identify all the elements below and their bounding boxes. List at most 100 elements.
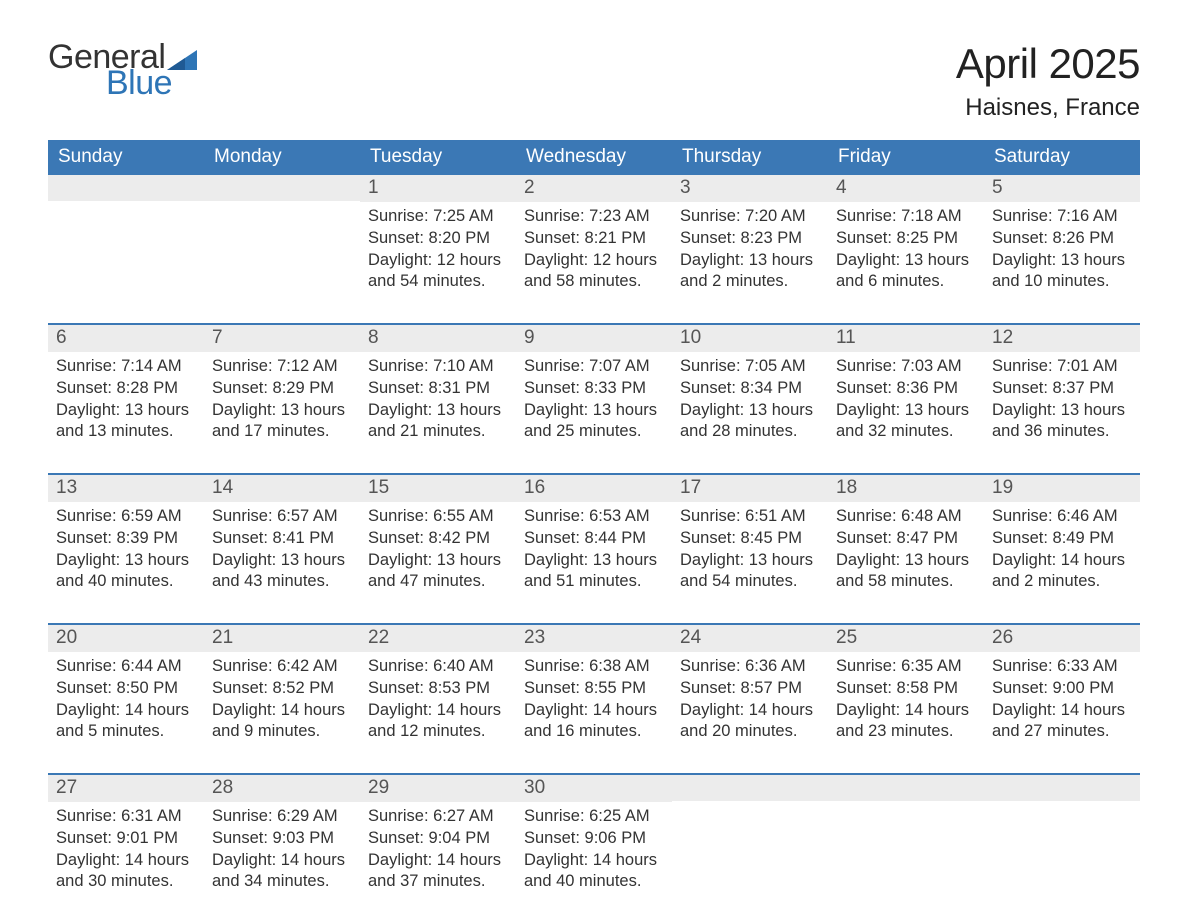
day-detail-line: and 13 minutes. bbox=[56, 421, 196, 443]
day-details: Sunrise: 6:44 AMSunset: 8:50 PMDaylight:… bbox=[48, 652, 204, 743]
day-detail-line: Daylight: 12 hours bbox=[524, 250, 664, 272]
day-detail-line: and 43 minutes. bbox=[212, 571, 352, 593]
day-detail-line: and 23 minutes. bbox=[836, 721, 976, 743]
day-cell: 13Sunrise: 6:59 AMSunset: 8:39 PMDayligh… bbox=[48, 475, 204, 613]
day-number: 17 bbox=[672, 475, 828, 502]
day-detail-line: Sunrise: 7:10 AM bbox=[368, 356, 508, 378]
day-cell: 18Sunrise: 6:48 AMSunset: 8:47 PMDayligh… bbox=[828, 475, 984, 613]
day-cell: 25Sunrise: 6:35 AMSunset: 8:58 PMDayligh… bbox=[828, 625, 984, 763]
day-detail-line: Sunrise: 6:48 AM bbox=[836, 506, 976, 528]
day-detail-line: Daylight: 13 hours bbox=[836, 550, 976, 572]
day-number: 21 bbox=[204, 625, 360, 652]
day-detail-line: Sunrise: 6:46 AM bbox=[992, 506, 1132, 528]
day-number bbox=[204, 175, 360, 201]
day-number: 29 bbox=[360, 775, 516, 802]
day-number: 22 bbox=[360, 625, 516, 652]
day-detail-line: Sunset: 8:26 PM bbox=[992, 228, 1132, 250]
day-cell: 16Sunrise: 6:53 AMSunset: 8:44 PMDayligh… bbox=[516, 475, 672, 613]
day-cell: 3Sunrise: 7:20 AMSunset: 8:23 PMDaylight… bbox=[672, 175, 828, 313]
day-number: 27 bbox=[48, 775, 204, 802]
day-detail-line: Daylight: 13 hours bbox=[212, 400, 352, 422]
day-detail-line: Sunset: 8:42 PM bbox=[368, 528, 508, 550]
location-label: Haisnes, France bbox=[956, 94, 1140, 122]
day-cell: 17Sunrise: 6:51 AMSunset: 8:45 PMDayligh… bbox=[672, 475, 828, 613]
day-detail-line: Sunrise: 7:12 AM bbox=[212, 356, 352, 378]
day-header: Monday bbox=[204, 140, 360, 175]
day-details: Sunrise: 6:40 AMSunset: 8:53 PMDaylight:… bbox=[360, 652, 516, 743]
day-detail-line: Daylight: 13 hours bbox=[524, 550, 664, 572]
day-detail-line: Sunset: 8:37 PM bbox=[992, 378, 1132, 400]
day-detail-line: Sunset: 9:01 PM bbox=[56, 828, 196, 850]
day-details: Sunrise: 6:31 AMSunset: 9:01 PMDaylight:… bbox=[48, 802, 204, 893]
day-number bbox=[984, 775, 1140, 801]
day-details: Sunrise: 6:57 AMSunset: 8:41 PMDaylight:… bbox=[204, 502, 360, 593]
day-detail-line: Daylight: 13 hours bbox=[836, 250, 976, 272]
day-cell: 5Sunrise: 7:16 AMSunset: 8:26 PMDaylight… bbox=[984, 175, 1140, 313]
day-number: 20 bbox=[48, 625, 204, 652]
day-number: 25 bbox=[828, 625, 984, 652]
day-details: Sunrise: 7:07 AMSunset: 8:33 PMDaylight:… bbox=[516, 352, 672, 443]
day-detail-line: Sunrise: 6:57 AM bbox=[212, 506, 352, 528]
day-detail-line: Sunrise: 6:53 AM bbox=[524, 506, 664, 528]
day-number: 15 bbox=[360, 475, 516, 502]
day-details: Sunrise: 6:51 AMSunset: 8:45 PMDaylight:… bbox=[672, 502, 828, 593]
day-detail-line: Daylight: 13 hours bbox=[368, 400, 508, 422]
day-detail-line: Daylight: 13 hours bbox=[524, 400, 664, 422]
day-header: Friday bbox=[828, 140, 984, 175]
day-detail-line: and 17 minutes. bbox=[212, 421, 352, 443]
week-row: 6Sunrise: 7:14 AMSunset: 8:28 PMDaylight… bbox=[48, 323, 1140, 463]
day-detail-line: Sunrise: 7:20 AM bbox=[680, 206, 820, 228]
day-detail-line: Sunset: 8:47 PM bbox=[836, 528, 976, 550]
day-details: Sunrise: 7:25 AMSunset: 8:20 PMDaylight:… bbox=[360, 202, 516, 293]
day-detail-line: Sunrise: 7:05 AM bbox=[680, 356, 820, 378]
day-header: Tuesday bbox=[360, 140, 516, 175]
day-cell: 21Sunrise: 6:42 AMSunset: 8:52 PMDayligh… bbox=[204, 625, 360, 763]
day-number: 1 bbox=[360, 175, 516, 202]
day-detail-line: Daylight: 13 hours bbox=[992, 250, 1132, 272]
day-detail-line: Sunrise: 6:51 AM bbox=[680, 506, 820, 528]
day-cell: 12Sunrise: 7:01 AMSunset: 8:37 PMDayligh… bbox=[984, 325, 1140, 463]
day-detail-line: Sunset: 8:49 PM bbox=[992, 528, 1132, 550]
day-cell: 20Sunrise: 6:44 AMSunset: 8:50 PMDayligh… bbox=[48, 625, 204, 763]
day-cell: 11Sunrise: 7:03 AMSunset: 8:36 PMDayligh… bbox=[828, 325, 984, 463]
day-header: Wednesday bbox=[516, 140, 672, 175]
day-details: Sunrise: 7:14 AMSunset: 8:28 PMDaylight:… bbox=[48, 352, 204, 443]
day-cell: 6Sunrise: 7:14 AMSunset: 8:28 PMDaylight… bbox=[48, 325, 204, 463]
day-detail-line: Sunset: 8:50 PM bbox=[56, 678, 196, 700]
day-number: 14 bbox=[204, 475, 360, 502]
day-detail-line: Sunset: 9:00 PM bbox=[992, 678, 1132, 700]
day-number: 7 bbox=[204, 325, 360, 352]
day-details: Sunrise: 6:55 AMSunset: 8:42 PMDaylight:… bbox=[360, 502, 516, 593]
header: General Blue April 2025 Haisnes, France bbox=[48, 40, 1140, 122]
day-cell: 22Sunrise: 6:40 AMSunset: 8:53 PMDayligh… bbox=[360, 625, 516, 763]
day-detail-line: Daylight: 13 hours bbox=[992, 400, 1132, 422]
day-detail-line: Sunrise: 6:33 AM bbox=[992, 656, 1132, 678]
day-detail-line: Daylight: 14 hours bbox=[524, 700, 664, 722]
day-cell: 26Sunrise: 6:33 AMSunset: 9:00 PMDayligh… bbox=[984, 625, 1140, 763]
day-number: 11 bbox=[828, 325, 984, 352]
day-cell: 4Sunrise: 7:18 AMSunset: 8:25 PMDaylight… bbox=[828, 175, 984, 313]
day-detail-line: and 36 minutes. bbox=[992, 421, 1132, 443]
day-number: 26 bbox=[984, 625, 1140, 652]
day-detail-line: and 40 minutes. bbox=[524, 871, 664, 893]
day-details: Sunrise: 7:18 AMSunset: 8:25 PMDaylight:… bbox=[828, 202, 984, 293]
day-detail-line: Sunset: 8:20 PM bbox=[368, 228, 508, 250]
day-detail-line: Sunrise: 6:59 AM bbox=[56, 506, 196, 528]
week-row: 1Sunrise: 7:25 AMSunset: 8:20 PMDaylight… bbox=[48, 175, 1140, 313]
day-detail-line: Daylight: 13 hours bbox=[836, 400, 976, 422]
day-detail-line: Daylight: 13 hours bbox=[680, 550, 820, 572]
day-detail-line: Sunset: 8:41 PM bbox=[212, 528, 352, 550]
day-detail-line: Daylight: 13 hours bbox=[56, 400, 196, 422]
day-cell: 15Sunrise: 6:55 AMSunset: 8:42 PMDayligh… bbox=[360, 475, 516, 613]
logo: General Blue bbox=[48, 40, 197, 100]
day-cell: 30Sunrise: 6:25 AMSunset: 9:06 PMDayligh… bbox=[516, 775, 672, 913]
day-detail-line: Daylight: 13 hours bbox=[680, 250, 820, 272]
day-details: Sunrise: 6:25 AMSunset: 9:06 PMDaylight:… bbox=[516, 802, 672, 893]
day-detail-line: and 54 minutes. bbox=[680, 571, 820, 593]
day-details: Sunrise: 6:35 AMSunset: 8:58 PMDaylight:… bbox=[828, 652, 984, 743]
day-detail-line: and 37 minutes. bbox=[368, 871, 508, 893]
day-details: Sunrise: 6:29 AMSunset: 9:03 PMDaylight:… bbox=[204, 802, 360, 893]
day-detail-line: Sunset: 8:29 PM bbox=[212, 378, 352, 400]
day-number: 24 bbox=[672, 625, 828, 652]
day-details: Sunrise: 6:48 AMSunset: 8:47 PMDaylight:… bbox=[828, 502, 984, 593]
